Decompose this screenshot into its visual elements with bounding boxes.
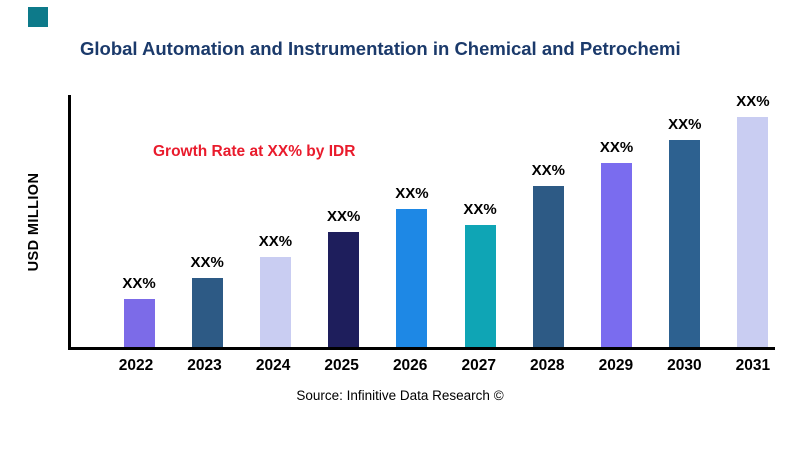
growth-rate-annotation: Growth Rate at XX% by IDR: [153, 143, 356, 160]
logo-mark: [28, 7, 48, 27]
bar-2029: [601, 163, 633, 347]
x-tick-2031: 2031: [735, 357, 771, 374]
bar-2024: [259, 257, 291, 347]
bar-2030: [669, 140, 701, 347]
chart-title: Global Automation and Instrumentation in…: [80, 38, 681, 59]
bar-2027: [464, 225, 496, 347]
bar-value-label: XX%: [258, 233, 293, 251]
bar-group-2022: XX%: [119, 275, 159, 347]
x-tick-2022: 2022: [118, 357, 154, 374]
bar-2026: [396, 209, 428, 347]
x-axis-ticks: 2022 2023 2024 2025 2026 2027 2028 2029 2030 2031: [68, 357, 775, 375]
bar-group-2031: XX%: [733, 93, 773, 347]
source-text: Source: Infinitive Data Research ©: [296, 388, 504, 403]
bar-group-2025: XX%: [324, 208, 364, 347]
bar-group-2030: XX%: [665, 116, 705, 347]
x-tick-2024: 2024: [255, 357, 291, 374]
bar-2031: [737, 117, 769, 347]
bar-group-2029: XX%: [597, 139, 637, 347]
x-tick-2023: 2023: [187, 357, 222, 374]
bar-2028: [532, 186, 564, 347]
bar-value-label: XX%: [736, 93, 770, 110]
x-tick-2028: 2028: [530, 357, 565, 374]
bar-value-label: XX%: [463, 201, 497, 219]
y-axis-label: USD MILLION: [26, 172, 42, 272]
bar-value-label: XX%: [326, 208, 361, 225]
x-tick-2025: 2025: [324, 357, 359, 374]
bar-value-label: XX%: [531, 162, 565, 179]
x-tick-2026: 2026: [392, 357, 428, 374]
bar-group-2024: XX%: [255, 233, 295, 347]
bar-group-2023: XX%: [187, 254, 227, 347]
bar-2023: [191, 278, 223, 347]
bar-value-label: XX%: [599, 139, 634, 156]
bar-value-label: XX%: [395, 185, 429, 202]
bar-value-label: XX%: [668, 116, 702, 133]
plot-area: Growth Rate at XX% by IDR XX% XX% XX% XX% XX…: [68, 93, 775, 350]
bar-value-label: XX%: [190, 254, 224, 271]
x-tick-2029: 2029: [598, 357, 634, 374]
bar-2025: [328, 232, 360, 347]
bar-group-2026: XX%: [392, 185, 432, 347]
x-tick-2030: 2030: [667, 357, 702, 374]
x-tick-2027: 2027: [461, 357, 496, 374]
bar-group-2027: XX%: [460, 201, 500, 347]
bar-value-label: XX%: [122, 274, 156, 292]
bars-container: XX% XX% XX% XX% XX% XX% XX% XX% XX% XX%: [71, 93, 775, 347]
bar-2022: [123, 298, 155, 347]
bar-group-2028: XX%: [528, 162, 568, 347]
